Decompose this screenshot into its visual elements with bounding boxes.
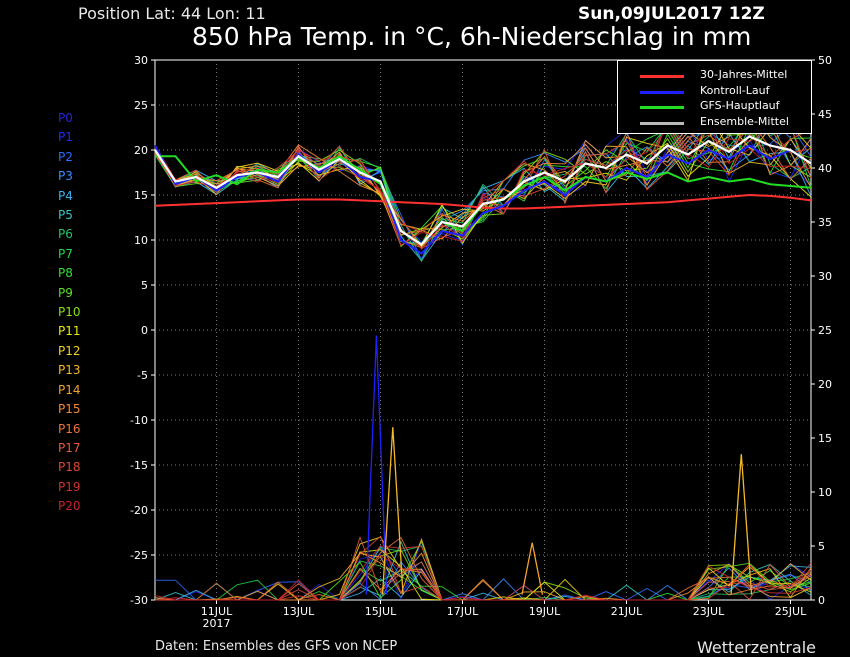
member-label-p20: P20: [58, 499, 81, 514]
precip-spike: [730, 454, 753, 595]
legend-label: Kontroll-Lauf: [700, 83, 770, 97]
chart-legend: 30-Jahres-Mittel Kontroll-Lauf GFS-Hauptla…: [617, 60, 812, 134]
member-label-p17: P17: [58, 440, 81, 455]
member-label-p7: P7: [58, 246, 73, 261]
y-left-tick-label: 15: [134, 189, 148, 202]
y-left-tick-label: 30: [134, 54, 148, 67]
y-left-tick-label: -15: [130, 459, 148, 472]
precip-spike: [381, 427, 404, 595]
y-right-tick-label: 0: [818, 594, 825, 607]
member-temp-line: [154, 125, 812, 248]
legend-item: Kontroll-Lauf: [618, 84, 811, 100]
data-source: Daten: Ensembles des GFS von NCEP: [155, 639, 398, 654]
legend-item: Ensemble-Mittel: [618, 115, 811, 131]
y-left-tick-label: 0: [141, 324, 148, 337]
member-label-p13: P13: [58, 363, 81, 378]
x-tick-label: 11JUL: [201, 605, 233, 618]
y-left-tick-label: -20: [130, 504, 148, 517]
member-label-p3: P3: [58, 169, 73, 184]
series-line-ensemble-mittel: [154, 135, 812, 246]
y-left-tick-label: -25: [130, 549, 148, 562]
member-label-p0: P0: [58, 111, 73, 125]
member-temp-line: [154, 113, 812, 230]
x-tick-label: 17JUL: [447, 605, 479, 618]
x-tick-label: 23JUL: [693, 605, 725, 618]
member-label-p4: P4: [58, 188, 73, 203]
y-left-tick-label: -10: [130, 414, 148, 427]
y-left-tick-label: 10: [134, 234, 148, 247]
legend-item: GFS-Hauptlauf: [618, 99, 811, 115]
x-tick-label: 25JUL: [775, 605, 807, 618]
member-label-p11: P11: [58, 324, 81, 339]
member-precip-line: [154, 554, 812, 601]
member-label-p2: P2: [58, 149, 73, 164]
y-right-tick-label: 25: [818, 324, 832, 337]
legend-swatch: [640, 106, 684, 109]
x-year-label: 2017: [203, 617, 231, 630]
y-right-tick-label: 50: [818, 54, 832, 67]
y-right-tick-label: 10: [818, 486, 832, 499]
y-left-tick-label: 20: [134, 144, 148, 157]
legend-label: 30-Jahres-Mittel: [700, 68, 788, 81]
member-label-p14: P14: [58, 382, 81, 397]
y-right-tick-label: 35: [818, 216, 832, 229]
member-temp-line: [154, 122, 812, 246]
y-left-tick-label: -30: [130, 594, 148, 607]
legend-label: GFS-Hauptlauf: [700, 99, 780, 112]
y-left-tick-label: 5: [141, 279, 148, 292]
brand-label: Wetterzentrale: [697, 638, 817, 657]
legend-label: Ensemble-Mittel: [700, 114, 789, 128]
x-tick-label: 15JUL: [365, 605, 397, 618]
series-line-kontroll-lauf: [154, 144, 812, 255]
member-list: P0 P1 P2 P3 P4 P5 P6 P7 P8 P9 P10 P11 P12 P13 P14 P15 P1…: [58, 109, 81, 517]
member-label-p16: P16: [58, 421, 81, 436]
y-right-tick-label: 40: [818, 162, 832, 175]
precip-spike: [365, 335, 388, 595]
member-label-p1: P1: [58, 130, 73, 145]
member-label-p18: P18: [58, 460, 81, 475]
y-right-tick-label: 20: [818, 378, 832, 391]
member-label-p12: P12: [58, 343, 81, 358]
y-left-tick-label: -5: [137, 369, 148, 382]
member-label-p5: P5: [58, 208, 73, 223]
legend-item: 30-Jahres-Mittel: [618, 68, 811, 84]
series-line-30-jahres-mittel: [154, 193, 812, 210]
member-label-p19: P19: [58, 479, 81, 494]
member-label-p15: P15: [58, 402, 81, 417]
precip-spike: [521, 542, 544, 595]
x-tick-label: 21JUL: [611, 605, 643, 618]
y-right-tick-label: 45: [818, 108, 832, 121]
y-right-tick-label: 15: [818, 432, 832, 445]
run-datetime: Sun,09JUL2017 12Z: [578, 4, 765, 24]
member-label-p9: P9: [58, 285, 73, 300]
x-tick-label: 13JUL: [283, 605, 315, 618]
y-left-tick-label: 25: [134, 99, 148, 112]
y-right-tick-label: 5: [818, 540, 825, 553]
member-temp-line: [154, 123, 812, 251]
legend-swatch: [640, 121, 684, 125]
member-label-p8: P8: [58, 266, 73, 281]
chart-title: 850 hPa Temp. in °C, 6h-Niederschlag in …: [192, 22, 752, 51]
member-label-p6: P6: [58, 227, 73, 242]
y-right-tick-label: 30: [818, 270, 832, 283]
x-tick-label: 19JUL: [529, 605, 561, 618]
position-label: Position Lat: 44 Lon: 11: [78, 4, 266, 23]
legend-swatch: [640, 90, 684, 94]
legend-swatch: [640, 75, 684, 78]
member-label-p10: P10: [58, 305, 81, 320]
